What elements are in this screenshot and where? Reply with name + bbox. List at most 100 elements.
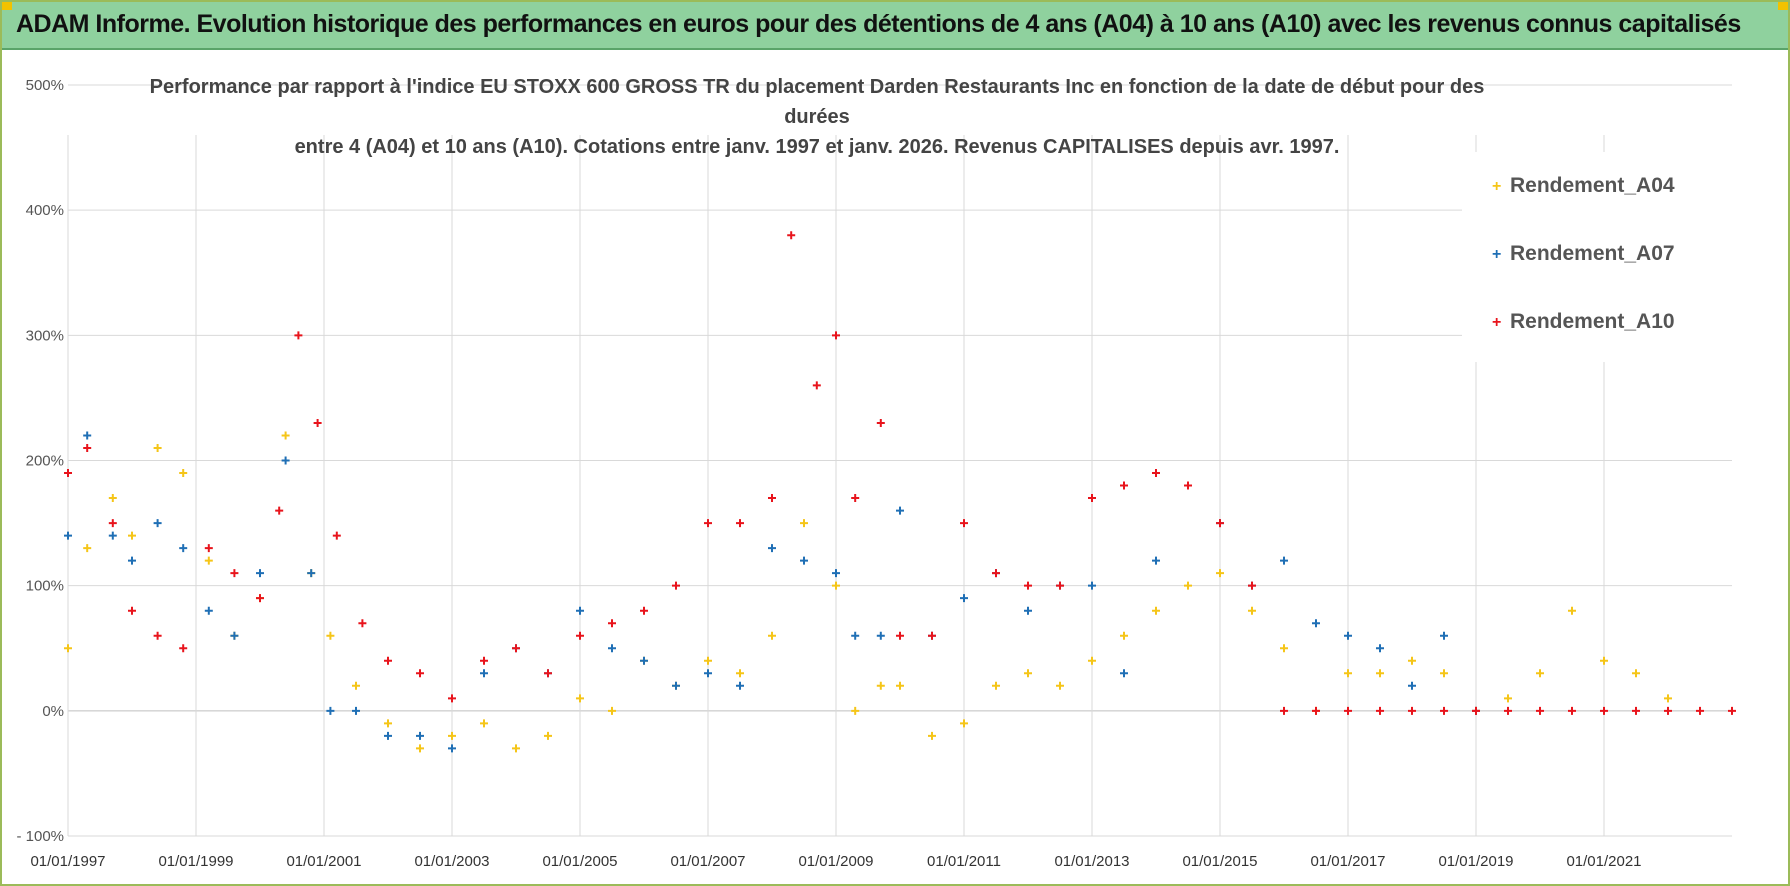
data-point xyxy=(640,656,648,665)
data-point xyxy=(768,544,776,553)
data-point xyxy=(230,631,239,640)
data-point xyxy=(294,331,303,340)
data-point xyxy=(307,569,316,578)
data-point xyxy=(1088,656,1096,665)
data-point xyxy=(1216,519,1224,528)
report-header: ADAM Informe. Evolution historique des p… xyxy=(2,2,1788,50)
data-point xyxy=(1440,669,1448,678)
data-point xyxy=(64,469,72,478)
data-point xyxy=(787,231,796,240)
data-point xyxy=(876,631,885,640)
data-point xyxy=(1408,706,1416,715)
data-point xyxy=(1728,706,1736,715)
data-point xyxy=(153,631,162,640)
data-point xyxy=(179,644,188,653)
data-point xyxy=(896,631,904,640)
y-tick-label: 500% xyxy=(26,77,64,94)
data-point xyxy=(1600,656,1608,665)
y-tick-label: 100% xyxy=(26,578,64,595)
data-point xyxy=(128,531,136,540)
data-point xyxy=(313,418,322,427)
data-point xyxy=(1184,581,1192,590)
data-point xyxy=(1664,706,1672,715)
x-tick-label: 01/01/2017 xyxy=(1310,853,1385,870)
data-point xyxy=(832,331,840,340)
data-point xyxy=(1312,706,1320,715)
data-point xyxy=(1376,644,1384,653)
series-rendement_a07 xyxy=(64,431,1480,753)
data-point xyxy=(1344,669,1352,678)
data-point xyxy=(326,706,335,715)
data-point xyxy=(1696,706,1704,715)
data-point xyxy=(768,631,776,640)
data-point xyxy=(851,494,860,503)
data-point xyxy=(64,644,72,653)
legend-label-a07: Rendement_A07 xyxy=(1510,242,1675,265)
data-point xyxy=(153,519,162,528)
data-point xyxy=(108,519,117,528)
data-point xyxy=(416,744,424,753)
data-point xyxy=(928,731,936,740)
data-point xyxy=(832,581,840,590)
data-point xyxy=(992,681,1000,690)
data-point xyxy=(928,631,936,640)
header-corner-right xyxy=(1778,2,1788,10)
data-point xyxy=(768,494,776,503)
chart-grid xyxy=(67,84,1732,837)
data-point xyxy=(448,744,456,753)
data-point xyxy=(1120,631,1128,640)
data-point xyxy=(960,719,968,728)
data-point xyxy=(800,519,808,528)
data-point xyxy=(1248,581,1256,590)
data-point xyxy=(832,569,840,578)
data-point xyxy=(704,656,712,665)
data-point xyxy=(128,606,136,615)
data-point xyxy=(1248,606,1256,615)
data-point xyxy=(275,506,284,515)
data-point xyxy=(851,706,860,715)
data-point xyxy=(281,456,290,465)
data-point xyxy=(230,569,239,578)
data-point xyxy=(512,744,520,753)
data-point xyxy=(704,519,712,528)
data-point xyxy=(812,381,821,390)
data-point xyxy=(83,544,92,553)
data-point xyxy=(1280,644,1288,653)
data-point xyxy=(128,556,136,565)
data-point xyxy=(1312,619,1320,628)
x-tick-label: 01/01/2001 xyxy=(286,853,361,870)
data-point xyxy=(672,681,680,690)
data-point xyxy=(1216,569,1224,578)
data-point xyxy=(108,531,117,540)
data-point xyxy=(83,431,92,440)
data-point xyxy=(1120,481,1128,490)
data-point xyxy=(256,594,264,603)
data-point xyxy=(1024,606,1032,615)
data-point xyxy=(736,519,744,528)
x-tick-label: 01/01/2007 xyxy=(670,853,745,870)
data-point xyxy=(544,731,552,740)
data-point xyxy=(544,669,552,678)
legend-item-a04: + Rendement_A04 xyxy=(1492,174,1675,198)
data-point xyxy=(1344,631,1352,640)
x-tick-label: 01/01/1997 xyxy=(30,853,105,870)
legend-item-a10: + Rendement_A10 xyxy=(1492,310,1675,334)
data-point xyxy=(1056,681,1064,690)
y-axis-ticks: 500% 400% 300% 200% 100% 0% - 100% xyxy=(16,77,64,845)
data-point xyxy=(1440,631,1448,640)
data-point xyxy=(1056,581,1064,590)
data-point xyxy=(876,418,885,427)
data-point xyxy=(1344,706,1352,715)
x-tick-label: 01/01/2009 xyxy=(798,853,873,870)
data-point xyxy=(326,631,335,640)
data-point xyxy=(384,656,392,665)
legend-marker-a10: + xyxy=(1492,314,1502,331)
legend-marker-a04: + xyxy=(1492,178,1502,195)
data-points xyxy=(64,231,1736,753)
data-point xyxy=(332,531,341,540)
chart-title-line-1: Performance par rapport à l'indice EU ST… xyxy=(149,76,1485,128)
data-point xyxy=(896,681,904,690)
data-point xyxy=(1280,706,1288,715)
data-point xyxy=(352,706,360,715)
data-point xyxy=(179,469,188,478)
